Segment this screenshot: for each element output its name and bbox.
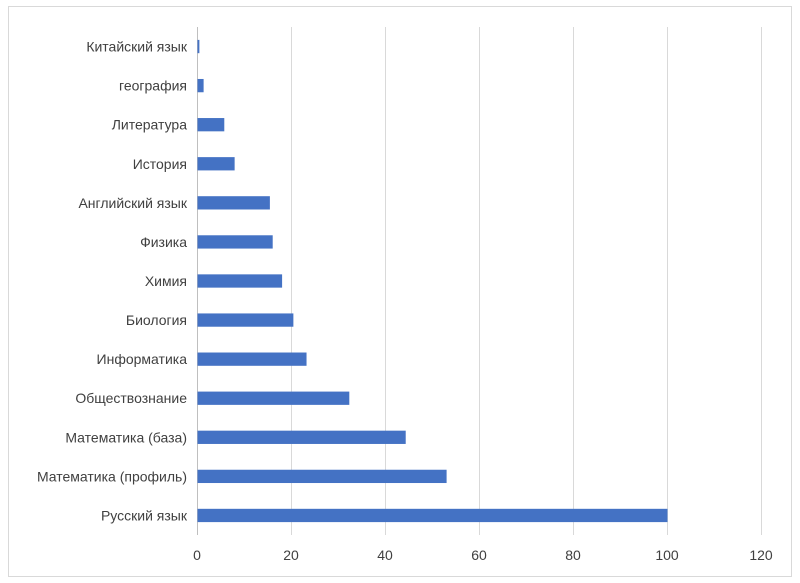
category-label-7: Физика — [140, 234, 187, 250]
bar-chart: Русский язык Математика (профиль) Математи… — [37, 27, 773, 563]
x-tick-label-20: 20 — [283, 547, 299, 563]
x-tick-label-40: 40 — [377, 547, 393, 563]
bar-12 — [197, 39, 200, 54]
bar-1 — [197, 469, 447, 484]
x-tick-label-120: 120 — [749, 547, 773, 563]
category-label-9: История — [133, 156, 187, 172]
category-label-10: Литература — [112, 117, 188, 133]
category-label-2: Математика (база) — [65, 429, 187, 445]
bar-2 — [197, 430, 406, 444]
category-label-8: Английский язык — [78, 195, 187, 211]
category-label-4: Информатика — [97, 351, 188, 367]
x-tick-label-60: 60 — [471, 547, 487, 563]
bar-3 — [197, 391, 350, 405]
bar-6 — [197, 274, 283, 288]
x-tick-labels: 0 20 40 60 80 100 120 — [193, 547, 773, 563]
bar-0 — [197, 508, 668, 523]
x-tick-label-0: 0 — [193, 547, 201, 563]
category-label-5: Биология — [126, 312, 187, 328]
category-label-11: география — [119, 78, 187, 94]
bar-7 — [197, 235, 273, 249]
bar-10 — [197, 118, 225, 132]
gridlines — [291, 27, 762, 535]
category-label-3: Обществознание — [75, 390, 187, 406]
x-tick-label-100: 100 — [655, 547, 679, 563]
bars — [197, 39, 668, 523]
bar-9 — [197, 157, 235, 171]
bar-8 — [197, 196, 270, 210]
category-label-0: Русский язык — [101, 507, 188, 523]
chart-frame: Русский язык Математика (профиль) Математи… — [8, 6, 792, 577]
bar-11 — [197, 78, 204, 93]
bar-4 — [197, 352, 307, 366]
category-label-1: Математика (профиль) — [37, 468, 187, 484]
bar-5 — [197, 313, 294, 327]
category-labels: Русский язык Математика (профиль) Математи… — [37, 39, 188, 524]
category-label-6: Химия — [145, 273, 187, 289]
x-tick-label-80: 80 — [565, 547, 581, 563]
category-label-12: Китайский язык — [86, 39, 188, 55]
